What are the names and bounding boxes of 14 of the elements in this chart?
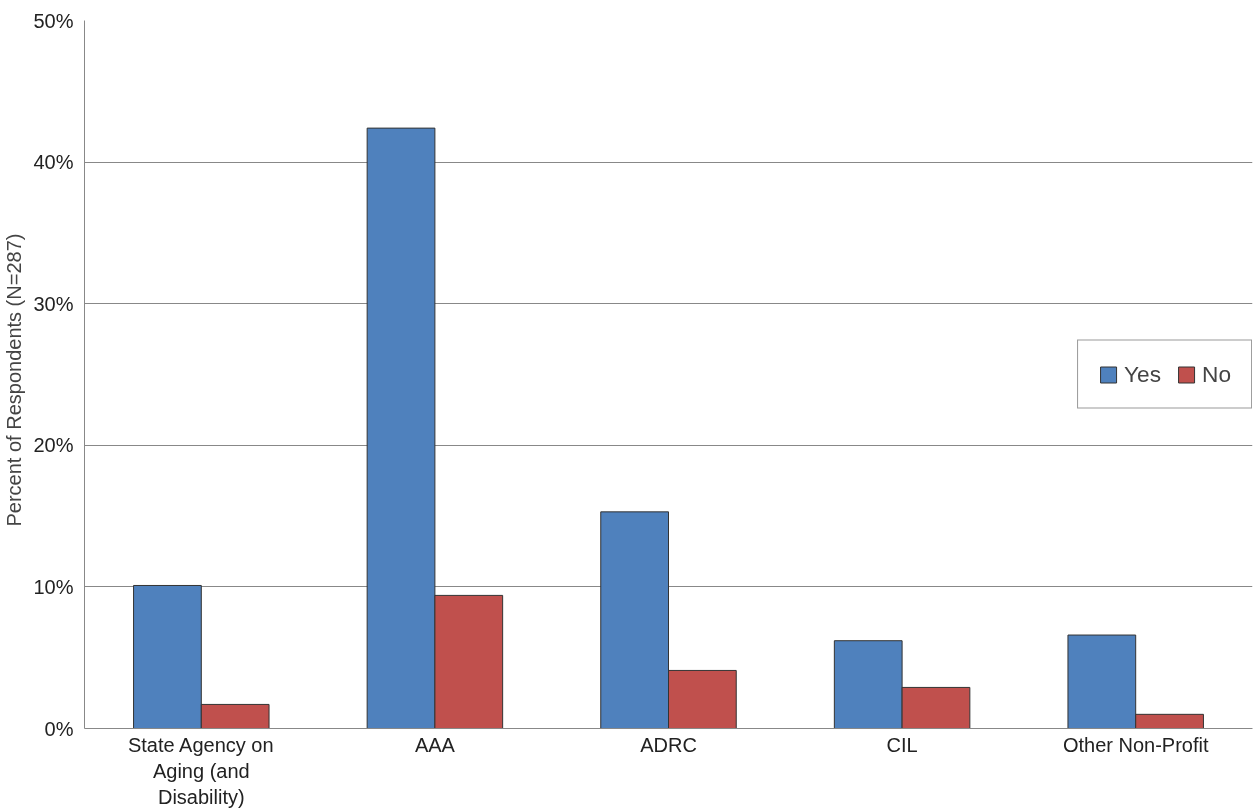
- y-axis-title: Percent of Respondents (N=287): [3, 233, 26, 527]
- x-tick-label: CIL: [886, 733, 918, 756]
- x-tick-label: Other Non-Profit: [1062, 733, 1209, 756]
- y-tick-label: 0%: [44, 717, 74, 740]
- y-tick-label: 20%: [33, 434, 74, 457]
- y-tick-label: 30%: [33, 292, 74, 315]
- legend-label: Yes: [1124, 360, 1162, 388]
- x-tick-label: AAA: [414, 733, 456, 756]
- y-tick-label: 40%: [33, 151, 74, 174]
- y-tick-label: 50%: [33, 9, 74, 32]
- y-tick-label: 10%: [33, 575, 74, 598]
- x-tick-label: State Agency on Aging (and Disability): [127, 733, 274, 809]
- x-tick-label: ADRC: [640, 733, 697, 756]
- legend-label: No: [1202, 360, 1231, 388]
